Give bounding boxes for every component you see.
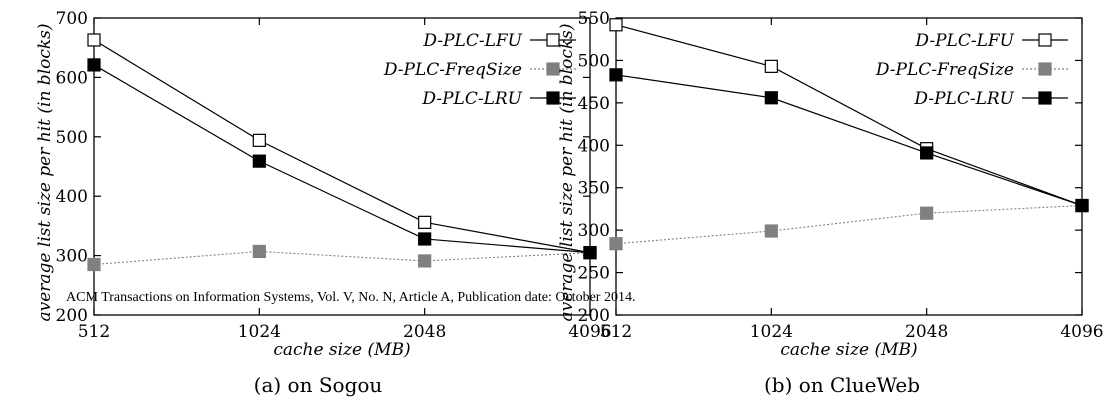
- y-tick-label: 500: [578, 51, 610, 71]
- x-axis-label: cache size (MB): [780, 340, 917, 360]
- data-point: [920, 206, 934, 220]
- y-tick-label: 400: [578, 136, 610, 156]
- legend-marker: [1038, 62, 1052, 76]
- chart-panel-0: 200 300 400 500 600 700 512 1024 2048 4096 cache s…: [35, 9, 612, 397]
- data-point: [418, 254, 432, 268]
- y-tick-label: 200: [578, 306, 610, 326]
- data-point: [252, 154, 266, 168]
- legend-label: D-PLC-LRU: [421, 89, 522, 109]
- y-tick-label: 500: [56, 128, 88, 148]
- legend-label: D-PLC-LFU: [422, 31, 522, 51]
- legend-marker: [1038, 91, 1052, 105]
- x-tick-label: 512: [78, 322, 110, 342]
- series-line: [615, 204, 1083, 245]
- x-tick-label: 2048: [403, 322, 446, 342]
- legend-marker: [546, 62, 560, 76]
- panel-caption: (a) on Sogou: [254, 373, 383, 397]
- series-line: [93, 64, 591, 254]
- x-tick-label: 2048: [905, 322, 948, 342]
- legend-entry-d-plc-freqsize: D-PLC-FreqSize: [383, 60, 576, 80]
- legend-label: D-PLC-LFU: [914, 31, 1014, 51]
- x-tick-label: 4096: [568, 322, 611, 342]
- data-point: [609, 18, 623, 32]
- y-tick-label: 400: [56, 187, 88, 207]
- data-point: [920, 146, 934, 160]
- data-point: [609, 68, 623, 82]
- legend-marker: [1038, 33, 1052, 47]
- y-axis-label: average list size per hit (in blocks): [557, 23, 577, 321]
- series-d-plc-freqsize: [609, 198, 1089, 251]
- y-axis-label: average list size per hit (in blocks): [35, 23, 55, 321]
- chart-panel-1: 200 250 300 350 400 450 500 550 512 1024 2048 4096 c…: [557, 9, 1104, 397]
- legend-marker: [546, 33, 560, 47]
- data-point: [583, 246, 597, 260]
- x-tick-label: 512: [600, 322, 632, 342]
- series-d-plc-lru: [609, 68, 1089, 213]
- data-point: [764, 224, 778, 238]
- panel-caption: (b) on ClueWeb: [764, 373, 920, 397]
- legend-label: D-PLC-FreqSize: [383, 60, 522, 80]
- data-point: [252, 133, 266, 147]
- data-point: [764, 59, 778, 73]
- legend-label: D-PLC-LRU: [913, 89, 1014, 109]
- x-tick-label: 4096: [1060, 322, 1103, 342]
- data-point: [87, 33, 101, 47]
- legend-entry-d-plc-lfu: D-PLC-LFU: [422, 31, 576, 51]
- data-point: [1075, 198, 1089, 213]
- y-tick-label: 550: [578, 9, 610, 29]
- data-point: [252, 244, 266, 259]
- x-tick-label: 1024: [750, 322, 793, 342]
- footer-text: ACM Transactions on Information Systems,…: [66, 290, 635, 305]
- legend-label: D-PLC-FreqSize: [875, 60, 1014, 80]
- legend-entry-d-plc-lru: D-PLC-LRU: [913, 89, 1068, 109]
- legend-entry-d-plc-lfu: D-PLC-LFU: [914, 31, 1068, 51]
- x-tick-label: 1024: [238, 322, 281, 342]
- y-tick-label: 250: [578, 264, 610, 284]
- data-point: [609, 237, 623, 251]
- legend-entry-d-plc-lru: D-PLC-LRU: [421, 89, 576, 109]
- series-line: [93, 250, 591, 266]
- plot-frame: [93, 17, 591, 316]
- data-point: [87, 257, 101, 272]
- data-point: [87, 58, 101, 72]
- series-line: [93, 39, 591, 254]
- series-line: [615, 24, 1083, 207]
- y-tick-label: 300: [56, 247, 88, 267]
- y-tick-label: 350: [578, 179, 610, 199]
- legend-entry-d-plc-freqsize: D-PLC-FreqSize: [875, 60, 1068, 80]
- series-d-plc-lru: [87, 58, 597, 260]
- series-line: [615, 74, 1083, 207]
- legend-marker: [546, 91, 560, 105]
- y-tick-label: 600: [56, 68, 88, 88]
- y-tick-label: 700: [56, 9, 88, 29]
- x-axis-label: cache size (MB): [273, 340, 410, 360]
- data-point: [764, 91, 778, 105]
- y-tick-label: 200: [56, 306, 88, 326]
- plot-frame: [615, 17, 1083, 316]
- y-tick-label: 450: [578, 94, 610, 114]
- data-point: [418, 232, 432, 246]
- series-d-plc-lfu: [609, 18, 1089, 213]
- series-d-plc-freqsize: [87, 244, 597, 272]
- y-tick-label: 300: [578, 221, 610, 241]
- data-point: [418, 215, 432, 229]
